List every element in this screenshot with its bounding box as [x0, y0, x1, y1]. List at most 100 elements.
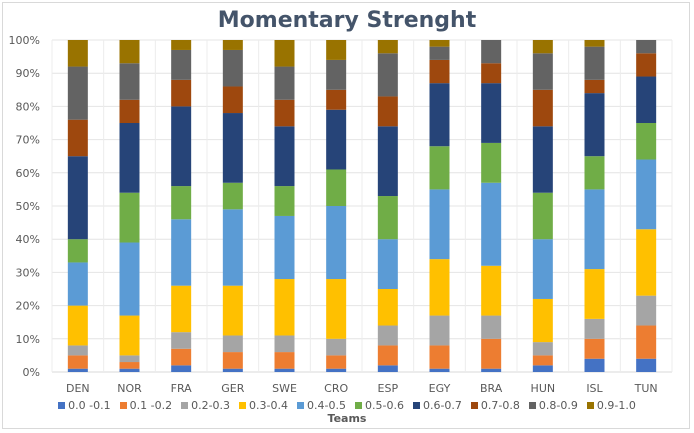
bar-segment-isl-1	[584, 338, 605, 359]
bar-segment-esp-7	[377, 96, 398, 127]
bar-segment-den-3	[67, 305, 88, 346]
legend-swatch	[297, 402, 305, 409]
bar-segment-isl-9	[584, 40, 605, 47]
bar-segment-ger-8	[222, 49, 243, 87]
bar-segment-hun-7	[532, 89, 553, 127]
bar-segment-swe-0	[274, 368, 295, 372]
bar-segment-cro-2	[326, 338, 347, 356]
bar-segment-den-8	[67, 66, 88, 120]
bar-segment-fra-2	[171, 332, 192, 349]
bar-segment-hun-5	[532, 192, 553, 240]
bar-segment-hun-4	[532, 239, 553, 299]
bar-segment-esp-0	[377, 365, 398, 372]
bar-segment-esp-4	[377, 239, 398, 289]
bar-segment-fra-3	[171, 285, 192, 333]
legend-label: 0.9-1.0	[596, 399, 636, 412]
legend-item: 0.1 -0.2	[119, 399, 173, 412]
bar-segment-egy-4	[429, 189, 450, 260]
bar-segment-nor-0	[119, 368, 140, 372]
bar-segment-swe-3	[274, 279, 295, 336]
bar-segment-fra-1	[171, 348, 192, 366]
x-tick-label: BRA	[480, 382, 503, 395]
bar-segment-hun-6	[532, 126, 553, 193]
bar-segment-swe-7	[274, 99, 295, 127]
bar-segment-esp-2	[377, 325, 398, 346]
legend-label: 0.6-0.7	[422, 399, 462, 412]
bar-segment-cro-7	[326, 89, 347, 110]
bar-segment-den-4	[67, 262, 88, 306]
bar-segment-hun-9	[532, 40, 553, 54]
bar-segment-esp-8	[377, 53, 398, 97]
bars	[67, 40, 657, 372]
bar-segment-nor-9	[119, 40, 140, 64]
y-tick-label: 20%	[16, 300, 40, 313]
bar-segment-cro-6	[326, 109, 347, 170]
y-tick-label: 40%	[16, 233, 40, 246]
bar-segment-nor-5	[119, 192, 140, 243]
bar-segment-nor-7	[119, 99, 140, 123]
legend-label: 0.1 -0.2	[129, 399, 173, 412]
bar-segment-egy-8	[429, 46, 450, 60]
legend-label: 0.5-0.6	[364, 399, 404, 412]
bar-segment-ger-4	[222, 209, 243, 286]
bar-segment-esp-1	[377, 345, 398, 366]
bar-segment-isl-6	[584, 93, 605, 157]
y-tick-label: 60%	[16, 167, 40, 180]
legend-label: 0.3-0.4	[249, 399, 289, 412]
x-tick-label: ISL	[586, 382, 603, 395]
bar-segment-cro-8	[326, 59, 347, 90]
legend-item: 0.5-0.6	[354, 399, 404, 412]
legend-swatch	[58, 402, 66, 409]
bar-segment-hun-2	[532, 342, 553, 356]
bar-segment-isl-8	[584, 46, 605, 80]
x-tick-label: NOR	[117, 382, 142, 395]
legend-item: 0.3-0.4	[239, 399, 288, 412]
bar-segment-esp-3	[377, 289, 398, 326]
legend-swatch	[354, 402, 362, 409]
bar-segment-hun-8	[532, 53, 553, 90]
bar-segment-cro-1	[326, 355, 347, 369]
x-tick-label: DEN	[66, 382, 90, 395]
x-tick-label: SWE	[272, 382, 297, 395]
bar-segment-fra-6	[171, 106, 192, 187]
legend-item: 0.0 -0.1	[58, 399, 111, 412]
bar-segment-fra-8	[171, 49, 192, 80]
bar-segment-bra-0	[481, 368, 502, 372]
legend-swatch	[119, 402, 127, 409]
legend-swatch	[586, 402, 594, 409]
y-tick-label: 90%	[16, 67, 40, 80]
bar-segment-swe-1	[274, 352, 295, 369]
bar-segment-isl-5	[584, 156, 605, 190]
bar-segment-cro-5	[326, 169, 347, 206]
legend-label: 0.4-0.5	[307, 399, 346, 412]
bar-segment-tun-0	[636, 358, 657, 372]
bar-segment-nor-4	[119, 242, 140, 316]
bar-segment-bra-1	[481, 338, 502, 369]
legend: 0.0 -0.1 0.1 -0.2 0.2-0.3 0.3-0.4 0.4-0.5 0.5…	[0, 399, 694, 412]
x-tick-label: ESP	[378, 382, 399, 395]
bar-segment-bra-4	[481, 182, 502, 266]
gridlines	[51, 39, 673, 373]
bar-segment-bra-7	[481, 63, 502, 84]
bar-segment-ger-7	[222, 86, 243, 114]
bar-segment-cro-0	[326, 368, 347, 372]
legend-swatch	[470, 402, 478, 409]
bar-segment-tun-6	[636, 76, 657, 123]
legend-label: 0.0 -0.1	[68, 399, 111, 412]
bar-segment-nor-3	[119, 315, 140, 356]
legend-item: 0.8-0.9	[528, 399, 578, 412]
bar-segment-nor-1	[119, 362, 140, 369]
bar-segment-nor-6	[119, 123, 140, 193]
bar-segment-swe-2	[274, 335, 295, 353]
bar-segment-nor-2	[119, 355, 140, 363]
bar-segment-swe-9	[274, 40, 295, 67]
chart-title: Momentary Strenght	[217, 8, 477, 33]
bar-segment-den-0	[67, 368, 88, 372]
y-tick-label: 0%	[23, 366, 40, 379]
legend-item: 0.2-0.3	[181, 399, 230, 412]
bar-segment-den-1	[67, 355, 88, 369]
bar-segment-swe-5	[274, 186, 295, 216]
legend-swatch	[412, 402, 420, 409]
y-tick-label: 70%	[16, 134, 40, 147]
bar-segment-hun-1	[532, 355, 553, 366]
